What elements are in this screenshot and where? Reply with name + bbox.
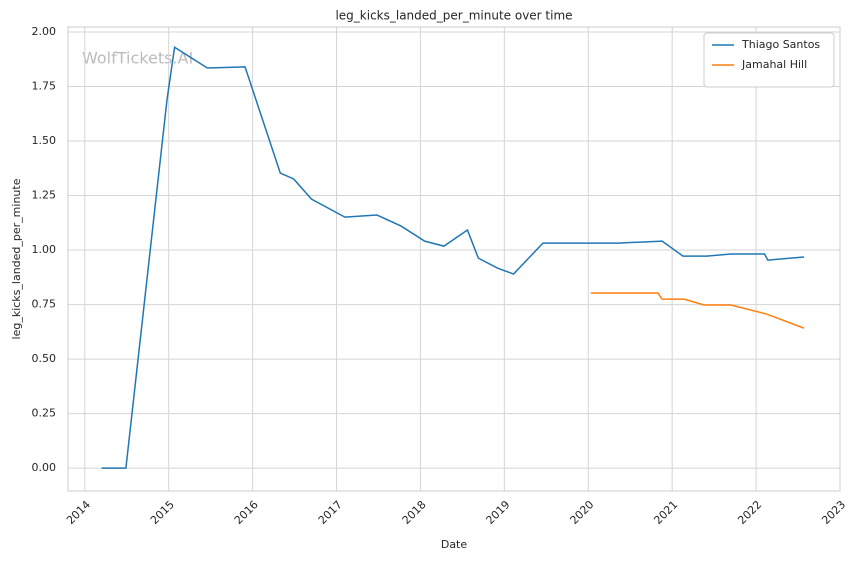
x-axis-label: Date — [441, 538, 468, 551]
legend-label: Jamahal Hill — [741, 58, 807, 71]
y-tick-label: 0.00 — [32, 461, 57, 474]
watermark: WolfTickets.AI — [82, 49, 193, 68]
legend: Thiago Santos Jamahal Hill — [703, 32, 835, 88]
y-tick-label: 1.75 — [32, 80, 57, 93]
y-tick-label: 1.25 — [32, 189, 57, 202]
y-tick-label: 2.00 — [32, 25, 57, 38]
legend-label: Thiago Santos — [741, 38, 820, 51]
y-tick-label: 0.50 — [32, 352, 57, 365]
legend-box — [703, 32, 835, 88]
plot-frame — [67, 26, 841, 492]
y-tick-label: 0.75 — [32, 298, 57, 311]
y-tick-label: 0.25 — [32, 407, 57, 420]
y-tick-label: 1.50 — [32, 134, 57, 147]
y-axis-label: leg_kicks_landed_per_minute — [10, 178, 23, 339]
line — [101, 46, 804, 469]
line — [590, 292, 805, 329]
y-tick-label: 1.00 — [32, 243, 57, 256]
chart-title: leg_kicks_landed_per_minute over time — [335, 9, 572, 23]
